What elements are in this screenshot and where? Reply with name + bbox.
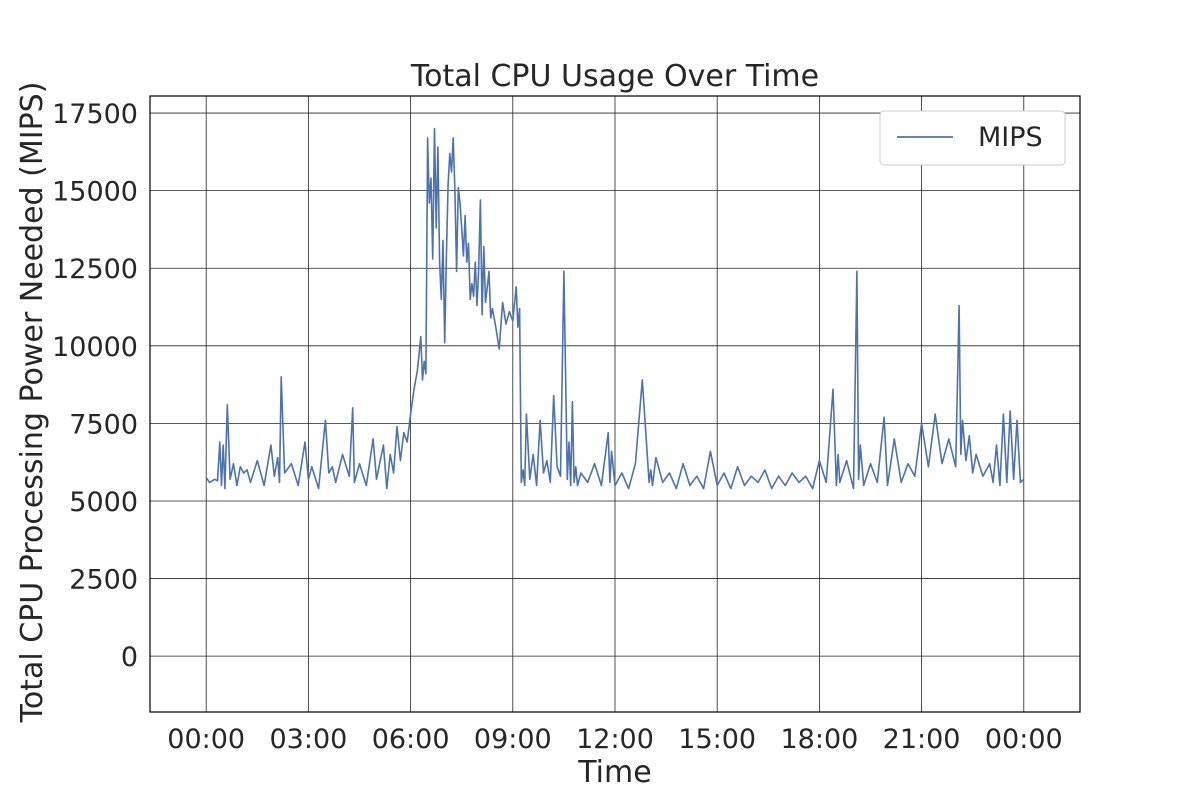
y-axis-ticks: 0 2500 5000 7500 10000 12500 15000 17500 bbox=[52, 99, 138, 673]
y-tick-label: 0 bbox=[121, 642, 138, 673]
grid-lines bbox=[150, 96, 1080, 712]
x-tick-label: 18:00 bbox=[780, 724, 858, 755]
y-tick-label: 12500 bbox=[52, 254, 138, 285]
chart-title: Total CPU Usage Over Time bbox=[410, 59, 819, 94]
x-axis-label: Time bbox=[577, 755, 651, 790]
y-tick-label: 15000 bbox=[52, 177, 138, 208]
y-tick-label: 7500 bbox=[69, 409, 138, 440]
y-tick-label: 17500 bbox=[52, 99, 138, 130]
x-tick-label: 15:00 bbox=[678, 724, 756, 755]
y-tick-label: 2500 bbox=[69, 565, 138, 596]
y-tick-label: 5000 bbox=[69, 487, 138, 518]
legend-label-mips: MIPS bbox=[978, 122, 1043, 153]
x-tick-label: 03:00 bbox=[270, 724, 348, 755]
series-layer bbox=[205, 127, 1025, 490]
x-tick-label: 21:00 bbox=[883, 724, 961, 755]
x-tick-label: 09:00 bbox=[474, 724, 552, 755]
y-axis-label: Total CPU Processing Power Needed (MIPS) bbox=[15, 82, 50, 724]
x-tick-label: 00:00 bbox=[985, 724, 1063, 755]
x-tick-label: 00:00 bbox=[167, 724, 245, 755]
y-tick-label: 10000 bbox=[52, 332, 138, 363]
plot-frame bbox=[149, 95, 1081, 713]
x-tick-label: 06:00 bbox=[372, 724, 450, 755]
series-line-mips bbox=[205, 127, 1025, 490]
x-axis-ticks: 00:00 03:00 06:00 09:00 12:00 15:00 18:00 21:00… bbox=[167, 724, 1062, 755]
legend: MIPS bbox=[879, 110, 1066, 166]
x-tick-label: 12:00 bbox=[576, 724, 654, 755]
legend-box bbox=[879, 110, 1066, 166]
